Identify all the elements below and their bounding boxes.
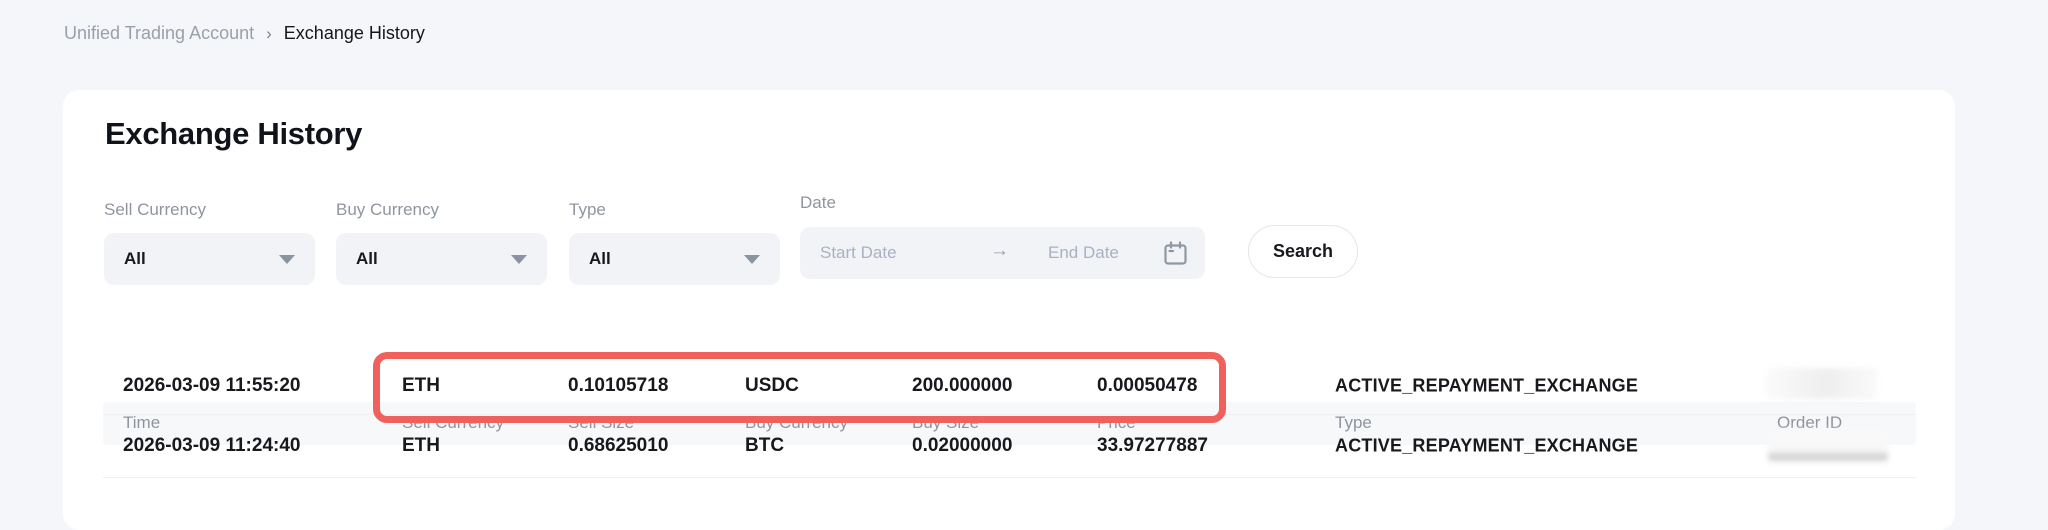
start-date-field[interactable]: Start Date [820,243,897,262]
table-row: 2026-03-09 11:55:20 ETH 0.10105718 USDC … [103,357,1916,415]
breadcrumb-current: Exchange History [283,23,425,43]
cell-buy-size: 0.02000000 [912,435,1013,456]
filter-buy-currency: Buy Currency All [336,200,547,285]
column-header-type: Type [1335,413,1372,432]
buy-currency-label: Buy Currency [336,200,439,219]
chevron-down-icon [279,254,295,264]
breadcrumb-separator-icon: › [266,23,272,43]
cell-type: ACTIVE_REPAYMENT_EXCHANGE [1335,435,1639,456]
filter-type: Type All [569,200,780,285]
exchange-history-card: Exchange History Sell Currency All Buy C… [63,90,1955,530]
date-label: Date [800,193,836,212]
breadcrumb: Unified Trading Account › Exchange Histo… [64,23,425,44]
cell-sell-size: 0.10105718 [568,374,669,396]
order-id-redacted-blob [1765,368,1877,399]
type-value: All [589,249,611,268]
buy-currency-value: All [356,249,378,268]
date-range-input[interactable]: Start Date → End Date [800,227,1205,279]
cell-price: 0.00050478 [1097,374,1198,396]
cell-type: ACTIVE_REPAYMENT_EXCHANGE [1335,375,1639,395]
order-id-redacted-blob [1768,430,1888,461]
calendar-icon[interactable] [1162,240,1189,272]
sell-currency-label: Sell Currency [104,200,207,219]
cell-buy-currency: BTC [745,435,785,456]
cell-time: 2026-03-09 11:24:40 [123,435,301,456]
cell-buy-currency: USDC [745,374,799,396]
cell-buy-size: 200.000000 [912,374,1013,396]
date-range-arrow-icon: → [990,240,1009,261]
exchange-history-page: { "breadcrumb": { "parent": "Unified Tra… [63,23,1955,530]
filter-sell-currency: Sell Currency All [104,200,315,285]
column-header-time: Time [123,413,161,432]
chevron-down-icon [744,254,760,264]
type-label: Type [569,200,606,219]
cell-time: 2026-03-09 11:55:20 [123,374,301,396]
page-title: Exchange History [105,116,363,151]
cell-price: 33.97277887 [1097,435,1208,456]
breadcrumb-parent-link[interactable]: Unified Trading Account [64,23,255,43]
filter-date: Date Start Date → End Date [800,193,1205,279]
end-date-field[interactable]: End Date [1048,243,1119,262]
chevron-down-icon [511,254,527,264]
search-button[interactable]: Search [1248,225,1358,278]
cell-sell-currency: ETH [402,435,440,456]
sell-currency-select[interactable]: All [104,233,315,285]
sell-currency-value: All [124,249,146,268]
cell-sell-size: 0.68625010 [568,435,669,456]
table-row: 2026-03-09 11:24:40 ETH 0.68625010 BTC 0… [103,415,1916,478]
type-select[interactable]: All [569,233,780,285]
cell-sell-currency: ETH [402,374,440,396]
column-header-order-id: Order ID [1777,413,1843,432]
buy-currency-select[interactable]: All [336,233,547,285]
